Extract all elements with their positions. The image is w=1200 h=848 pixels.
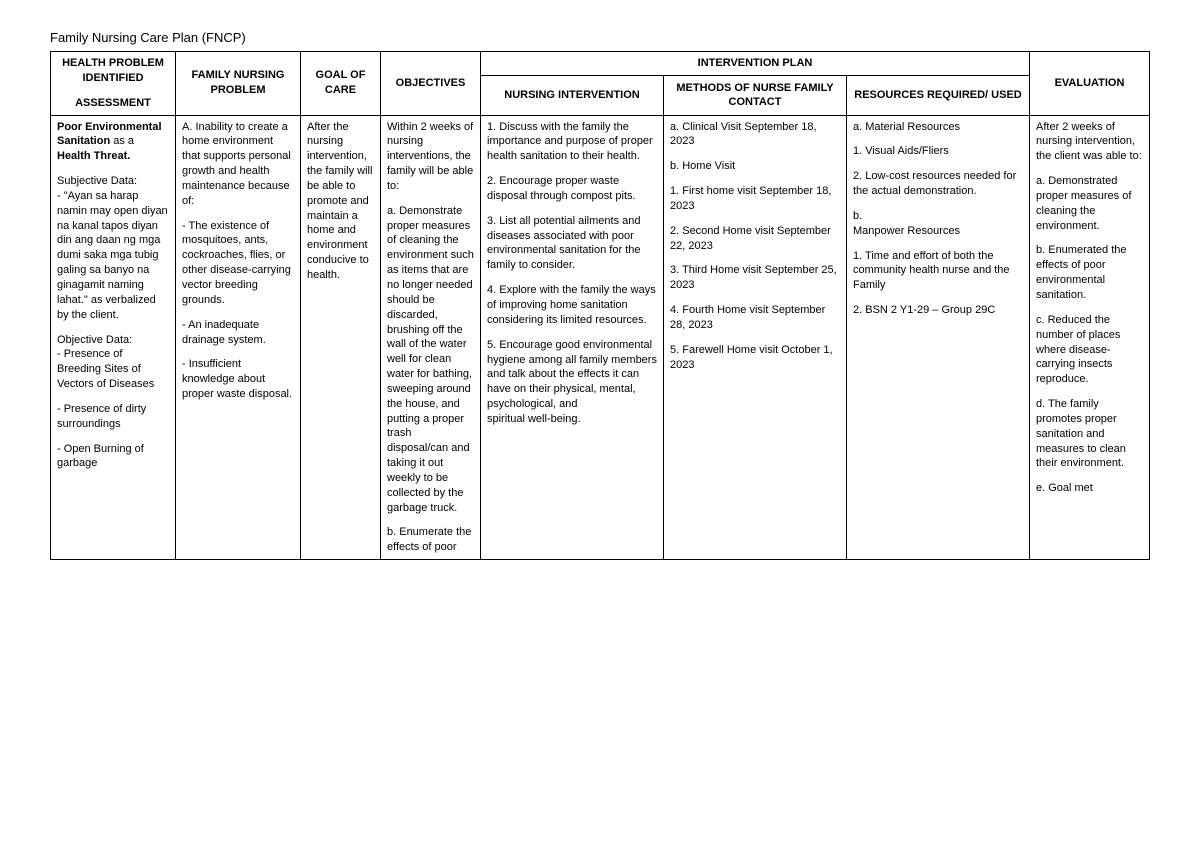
eval-c: c. Reduced the number of places where di… [1036, 313, 1143, 387]
fn-b3: - Insufficient knowledge about proper wa… [182, 357, 294, 402]
obj-intro: Within 2 weeks of nursing interventions,… [387, 120, 474, 194]
obj-a: a. Demonstrate proper measures of cleani… [387, 204, 474, 516]
obj-text1: - Presence of Breeding Sites of Vectors … [57, 347, 169, 392]
page-title: Family Nursing Care Plan (FNCP) [50, 30, 1150, 45]
res-a2: 2. Low-cost resources needed for the act… [853, 169, 1023, 199]
assessment-subjective: Subjective Data: - "Ayan sa harap namin … [57, 174, 169, 322]
eval-b: b. Enumerated the effects of poor enviro… [1036, 243, 1143, 302]
header-row-1: HEALTH PROBLEM IDENTIFIED ASSESSMENT FAM… [51, 52, 1150, 76]
fn-a: A. Inability to create a home environmen… [182, 120, 294, 209]
ni-5: 5. Encourage good environmental hygiene … [487, 338, 657, 412]
th-goal: GOAL OF CARE [301, 52, 381, 116]
th-intervention-plan: INTERVENTION PLAN [481, 52, 1030, 76]
th-nursing-intervention: NURSING INTERVENTION [481, 76, 664, 115]
obj-b: b. Enumerate the effects of poor [387, 525, 474, 555]
method-b: b. Home Visit [670, 159, 840, 174]
fn-b2: - An inadequate drainage system. [182, 318, 294, 348]
ni-4: 4. Explore with the family the ways of i… [487, 283, 657, 328]
obj-text3: - Open Burning of garbage [57, 442, 169, 472]
res-b-label2: Manpower Resources [853, 224, 1023, 239]
ni-5b: spiritual well-being. [487, 412, 657, 427]
cell-assessment: Poor Environmental Sanitation as a Healt… [51, 115, 176, 560]
eval-a: a. Demonstrated proper measures of clean… [1036, 174, 1143, 233]
method-v3: 3. Third Home visit September 25, 2023 [670, 263, 840, 293]
cell-nursing-intervention: 1. Discuss with the family the importanc… [481, 115, 664, 560]
assessment-threat: Poor Environmental Sanitation as a Healt… [57, 120, 169, 165]
cell-methods: a. Clinical Visit September 18, 2023 b. … [664, 115, 847, 560]
assessment-bold2: Health Threat. [57, 150, 130, 162]
table-row: Poor Environmental Sanitation as a Healt… [51, 115, 1150, 560]
method-v5: 5. Farewell Home visit October 1, 2023 [670, 343, 840, 373]
res-b-label: b. [853, 209, 1023, 224]
assessment-objective: Objective Data: - Presence of Breeding S… [57, 333, 169, 392]
res-b2: 2. BSN 2 Y1-29 – Group 29C [853, 303, 1023, 318]
ni-1: 1. Discuss with the family the importanc… [487, 120, 657, 165]
res-a1: 1. Visual Aids/Fliers [853, 144, 1023, 159]
obj-text2: - Presence of dirty surroundings [57, 402, 169, 432]
th-health-problem-label: HEALTH PROBLEM IDENTIFIED [57, 56, 169, 86]
th-assessment-label: ASSESSMENT [57, 96, 169, 111]
res-a-label: a. Material Resources [853, 120, 1023, 135]
fncp-table: HEALTH PROBLEM IDENTIFIED ASSESSMENT FAM… [50, 51, 1150, 560]
eval-d: d. The family promotes proper sanitation… [1036, 397, 1143, 471]
method-a: a. Clinical Visit September 18, 2023 [670, 120, 840, 150]
subj-label: Subjective Data: [57, 174, 169, 189]
th-objectives: OBJECTIVES [381, 52, 481, 116]
cell-goal: After the nursing intervention, the fami… [301, 115, 381, 560]
th-resources: RESOURCES REQUIRED/ USED [847, 76, 1030, 115]
assessment-mid: as a [110, 135, 134, 147]
eval-intro: After 2 weeks of nursing intervention, t… [1036, 120, 1143, 165]
th-methods: METHODS OF NURSE FAMILY CONTACT [664, 76, 847, 115]
subj-text: - "Ayan sa harap namin may open diyan na… [57, 189, 169, 323]
ni-3: 3. List all potential ailments and disea… [487, 214, 657, 273]
cell-family-nursing: A. Inability to create a home environmen… [176, 115, 301, 560]
th-assessment: HEALTH PROBLEM IDENTIFIED ASSESSMENT [51, 52, 176, 116]
method-v4: 4. Fourth Home visit September 28, 2023 [670, 303, 840, 333]
eval-e: e. Goal met [1036, 481, 1143, 496]
th-family-nursing: FAMILY NURSING PROBLEM [176, 52, 301, 116]
cell-evaluation: After 2 weeks of nursing intervention, t… [1030, 115, 1150, 560]
goal-text: After the nursing intervention, the fami… [307, 120, 374, 283]
method-v1: 1. First home visit September 18, 2023 [670, 184, 840, 214]
res-b1: 1. Time and effort of both the community… [853, 249, 1023, 294]
obj-label: Objective Data: [57, 333, 169, 348]
ni-2: 2. Encourage proper waste disposal throu… [487, 174, 657, 204]
cell-resources: a. Material Resources 1. Visual Aids/Fli… [847, 115, 1030, 560]
cell-objectives: Within 2 weeks of nursing interventions,… [381, 115, 481, 560]
th-evaluation: EVALUATION [1030, 52, 1150, 116]
fn-b1: - The existence of mosquitoes, ants, coc… [182, 219, 294, 308]
method-v2: 2. Second Home visit September 22, 2023 [670, 224, 840, 254]
